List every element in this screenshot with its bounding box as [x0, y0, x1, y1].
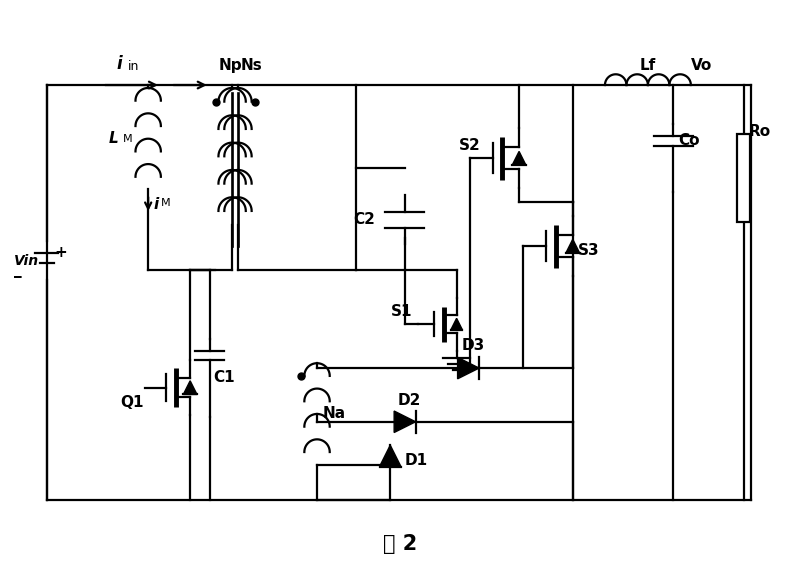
Text: 图 2: 图 2: [383, 534, 417, 554]
Text: i: i: [153, 197, 158, 212]
Polygon shape: [458, 357, 479, 379]
Text: S3: S3: [578, 244, 599, 259]
Text: M: M: [161, 198, 170, 208]
Text: _: _: [14, 263, 22, 278]
Text: S2: S2: [459, 139, 481, 153]
Polygon shape: [394, 411, 416, 433]
Text: D3: D3: [462, 339, 485, 353]
Text: i: i: [116, 55, 122, 73]
Text: C1: C1: [214, 371, 235, 385]
Text: C2: C2: [354, 212, 375, 227]
Text: in: in: [128, 60, 139, 73]
Text: Q1: Q1: [120, 395, 143, 409]
Text: Lf: Lf: [640, 59, 656, 73]
Text: Np: Np: [218, 59, 242, 73]
Polygon shape: [450, 318, 462, 330]
Text: Vo: Vo: [691, 59, 712, 73]
Text: +: +: [54, 245, 67, 260]
Text: L: L: [109, 131, 119, 146]
Polygon shape: [183, 381, 197, 394]
Text: D1: D1: [405, 454, 428, 468]
Polygon shape: [566, 239, 579, 253]
Text: Na: Na: [323, 407, 346, 422]
Text: Ns: Ns: [241, 59, 262, 73]
Bar: [737, 134, 750, 222]
Text: Ro: Ro: [749, 124, 770, 139]
Text: Co: Co: [678, 133, 700, 148]
Text: D2: D2: [398, 393, 422, 408]
Text: M: M: [123, 133, 133, 144]
Polygon shape: [512, 151, 526, 165]
Text: Vin: Vin: [14, 253, 38, 268]
Polygon shape: [379, 445, 401, 467]
Text: S1: S1: [391, 304, 413, 319]
